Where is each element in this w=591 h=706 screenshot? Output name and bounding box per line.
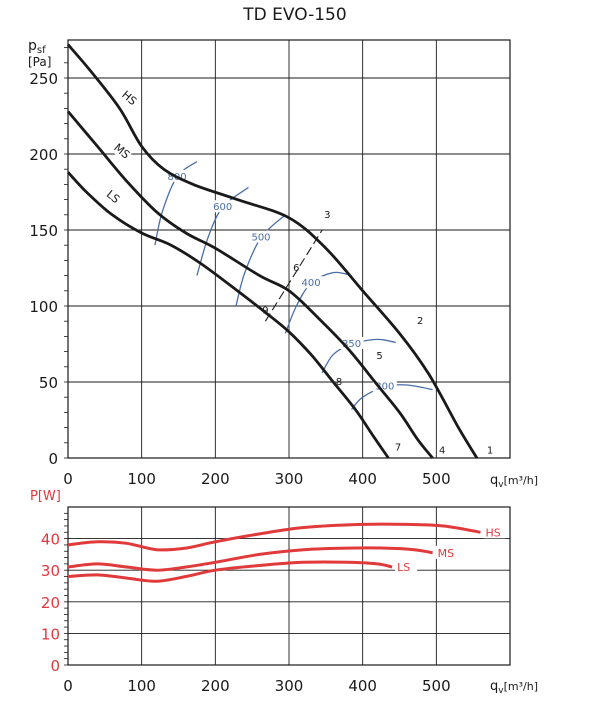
x-tick-label: 100: [127, 470, 156, 488]
power-y-tick-label: 40: [41, 531, 60, 549]
power-series-ls-line: [67, 560, 393, 583]
y-tick-label: 0: [48, 450, 58, 468]
power-series-label-bg: [435, 545, 458, 559]
y-tick-label: 100: [29, 298, 58, 316]
y-tick-label: 150: [29, 222, 58, 240]
power-plot-frame: [67, 506, 511, 666]
point-label-9: 9: [262, 306, 268, 317]
main-ylabel: psf: [28, 38, 46, 56]
point-label-8: 8: [336, 377, 342, 388]
power-xlabel-subscript: v: [498, 686, 504, 696]
main-ylabel-unit: [Pa]: [28, 55, 51, 69]
power-y-tick-label: 0: [50, 657, 60, 675]
power-series-label-ls: LS: [397, 561, 410, 574]
main-xlabel-subscript: v: [498, 480, 504, 490]
power-xlabel-symbol: q: [490, 679, 498, 694]
point-label-2: 2: [417, 316, 423, 327]
main-ylabel-subscript: sf: [37, 45, 46, 56]
main-ylabel-symbol: p: [28, 38, 37, 54]
point-label-5: 5: [376, 351, 382, 362]
main-xlabel-unit: [m³/h]: [504, 474, 538, 487]
y-tick-label: 250: [29, 70, 58, 88]
chart-title: TD EVO-150: [242, 5, 346, 25]
system-line: [264, 229, 323, 322]
x-tick-label: 400: [348, 470, 377, 488]
power-x-tick-label: 300: [275, 677, 304, 695]
iso-label-400: 400: [302, 278, 321, 289]
point-label-6: 6: [293, 263, 299, 274]
power-x-tick-label: 200: [201, 677, 230, 695]
point-label-1: 1: [487, 445, 493, 456]
power-series-hs-line: [67, 522, 481, 552]
power-plot: 0 100 200 300 400 500 0 10 20 30 40 HS MS LS: [41, 506, 511, 695]
iso-label-500: 500: [251, 233, 270, 244]
iso-line-600: [196, 186, 249, 276]
power-ylabel: P[W]: [30, 489, 61, 504]
x-tick-label: 500: [422, 470, 451, 488]
iso-line-500: [235, 214, 286, 307]
iso-line-800: [154, 161, 198, 246]
iso-label-bg: [249, 230, 274, 243]
power-series-ms-line: [67, 546, 433, 572]
power-y-tick-label: 20: [41, 594, 60, 612]
iso-label-bg: [210, 200, 235, 213]
power-x-tick-label: 0: [63, 677, 73, 695]
series-label-ls: LS: [104, 188, 122, 206]
point-label-7: 7: [395, 442, 401, 453]
series-label-bg: [101, 186, 124, 208]
power-series-label-ms: MS: [438, 547, 454, 560]
y-tick-label: 50: [39, 374, 58, 392]
series-label-bg: [118, 88, 140, 109]
plot-frame: [67, 39, 511, 459]
main-xlabel: qv[m³/h]: [490, 473, 538, 490]
iso-label-bg: [299, 276, 324, 289]
point-label-3: 3: [324, 210, 330, 221]
power-x-tick-label: 100: [127, 677, 156, 695]
main-xlabel-symbol: q: [490, 473, 498, 488]
iso-label-600: 600: [213, 202, 232, 213]
iso-label-300: 300: [375, 382, 394, 393]
iso-label-350: 350: [342, 339, 361, 350]
x-tick-label: 300: [275, 470, 304, 488]
series-ms-line: [66, 110, 434, 459]
power-series-label-hs: HS: [486, 526, 501, 539]
series-label-bg: [110, 141, 133, 163]
power-series-label-bg: [483, 525, 506, 539]
y-tick-label: 200: [29, 146, 58, 164]
main-plot: 0 100 200 300 400 500050100150200250800600500…: [29, 39, 511, 488]
power-y-tick-label: 10: [41, 625, 60, 643]
series-ls-line: [66, 171, 390, 459]
power-xlabel: qv[m³/h]: [490, 679, 538, 696]
power-y-tick-label: 30: [41, 562, 60, 580]
x-tick-label: 200: [201, 470, 230, 488]
power-x-tick-label: 500: [422, 677, 451, 695]
point-label-4: 4: [439, 445, 445, 456]
x-tick-label: 0: [63, 470, 73, 488]
series-hs-line: [66, 43, 479, 459]
power-xlabel-unit: [m³/h]: [504, 680, 538, 693]
series-label-ms: MS: [111, 141, 132, 162]
power-series-label-bg: [395, 560, 418, 574]
power-x-tick-label: 400: [348, 677, 377, 695]
series-label-hs: HS: [119, 88, 139, 108]
